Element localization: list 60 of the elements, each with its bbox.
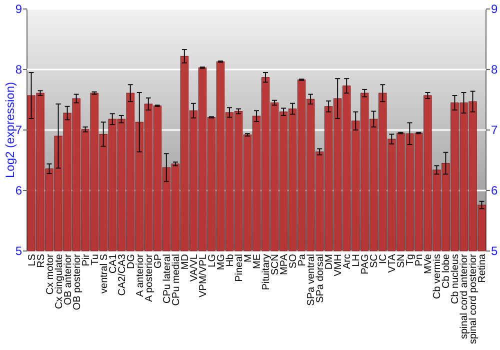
x-tick-label: SN [396,254,408,268]
y-tick-label: 6 [15,184,22,198]
x-tick-label: Pn [414,254,426,266]
x-tick-label: Cx motor [44,253,56,295]
x-tick-label: M [242,254,254,262]
x-tick-label: Retina [477,254,488,283]
x-tick-label: ventral S [98,254,110,294]
x-tick-label: Tu [90,254,101,266]
y2-tick-label: 5 [491,244,498,258]
y-axis-title: Log2 (expression) [3,82,18,178]
y2-tick-label: 8 [491,62,498,77]
x-tick-label: spinal cord anterior [459,253,470,340]
y-tick-label: 9 [15,2,22,16]
x-tick-label: Cb nucleus [450,254,462,304]
y-tick-label: 7 [15,123,22,138]
x-tick-label: LG [206,254,218,268]
x-tick-label: VPM/VPL [198,254,209,298]
y-tick-label: 8 [15,62,22,77]
x-tick-label: A posterior [144,253,155,302]
y2-tick-label: 9 [491,2,498,16]
x-tick-label: Pineal [234,254,245,282]
x-tick-label: Pa [297,254,308,266]
x-tick-label: A anterior [134,253,146,297]
x-tick-label: CA2/CA3 [116,254,128,296]
x-tick-label: Pir [80,253,92,266]
x-tick-label: GP [152,254,164,268]
y-tick-label: 5 [15,244,22,258]
x-tick-label: CPu lateral [162,254,173,304]
x-tick-label: DM [324,254,336,270]
x-tick-label: RS [36,254,47,268]
x-tick-label: SCN [270,254,282,276]
x-tick-label: OB posterior [72,253,83,310]
y2-tick-label: 7 [491,123,498,138]
x-tick-label: MVe [423,254,434,274]
x-tick-label: CPu medial [170,254,182,306]
x-tick-label: Cx cingulate [54,254,65,310]
x-tick-label: VA/VL [188,254,200,282]
x-tick-label: SPa dorsal [315,254,326,303]
x-tick-label: Cb lobe [441,254,452,288]
x-tick-label: MPA [279,254,290,275]
x-tick-label: ME [252,254,263,269]
x-tick-label: CA1 [108,254,119,274]
x-tick-label: Pituitary [261,254,272,290]
x-tick-label: Tg [405,254,416,266]
y2-tick-label: 6 [491,184,498,198]
x-tick-label: LH [351,254,362,267]
x-tick-label: LS [26,254,38,266]
x-tick-label: Arc [342,254,354,269]
x-tick-label: SO [288,254,300,268]
x-tick-label: VMH [333,254,344,276]
x-tick-label: spinal cord posterior [468,253,480,344]
x-tick-label: SC [369,254,380,268]
x-tick-label: VTA [387,254,398,273]
x-tick-label: MD [180,254,191,270]
x-tick-label: PAG [360,254,372,274]
x-tick-label: OB anterior [62,253,74,306]
x-tick-label: DG [126,254,137,269]
x-tick-label: Hb [224,254,236,267]
x-tick-label: MG [216,254,227,270]
x-tick-label: IC [378,254,390,264]
